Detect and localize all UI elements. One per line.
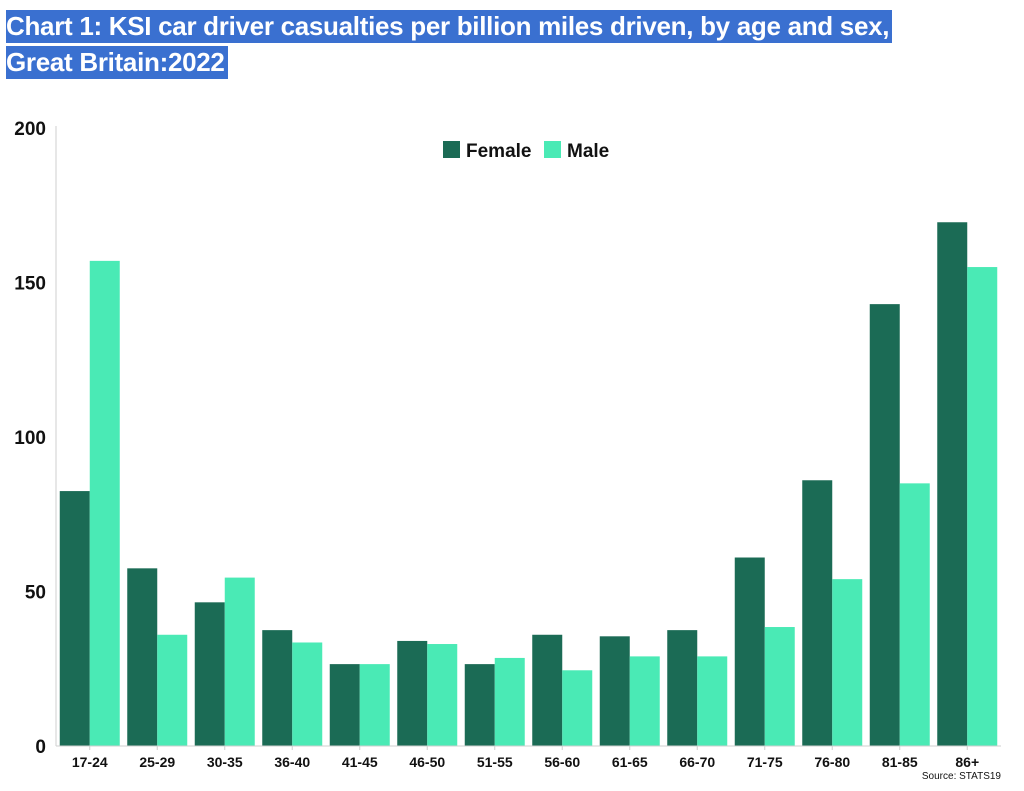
bar-male-71-75 — [764, 627, 795, 746]
x-tick-label: 81-85 — [882, 754, 918, 770]
bar-female-51-55 — [464, 664, 495, 746]
y-tick-label: 200 — [14, 119, 46, 140]
bar-female-46-50 — [397, 640, 428, 746]
bar-male-25-29 — [157, 634, 188, 746]
bar-male-30-35 — [224, 577, 255, 746]
bar-female-81-85 — [869, 304, 900, 746]
bar-female-71-75 — [734, 557, 765, 746]
x-tick-label: 71-75 — [747, 754, 783, 770]
bars — [59, 222, 998, 747]
bar-female-25-29 — [127, 568, 158, 746]
x-tick-label: 41-45 — [342, 754, 378, 770]
bar-male-76-80 — [832, 579, 863, 746]
legend-label-female: Female — [466, 141, 531, 162]
bar-male-66-70 — [697, 656, 728, 746]
y-tick-label: 50 — [25, 583, 46, 604]
bar-female-61-65 — [599, 636, 630, 746]
bar-male-17-24 — [89, 260, 120, 746]
x-tick-label: 25-29 — [139, 754, 175, 770]
y-tick-label: 0 — [35, 737, 46, 758]
bar-female-30-35 — [194, 602, 225, 746]
chart-title: Chart 1: KSI car driver casualties per b… — [6, 8, 946, 80]
bar-male-56-60 — [562, 670, 593, 746]
x-tick-label: 46-50 — [409, 754, 445, 770]
x-tick-label: 30-35 — [207, 754, 243, 770]
legend: Female Male — [443, 141, 609, 162]
bar-female-17-24 — [59, 491, 90, 746]
x-tick-label: 66-70 — [679, 754, 715, 770]
y-tick-label: 100 — [14, 428, 46, 449]
bar-male-81-85 — [899, 483, 930, 746]
x-tick-label: 76-80 — [814, 754, 850, 770]
bar-male-36-40 — [292, 642, 323, 746]
bar-female-66-70 — [667, 630, 698, 747]
bar-male-61-65 — [629, 656, 660, 746]
bar-male-86plus — [967, 267, 998, 746]
source-note: Source: STATS19 — [922, 771, 1002, 782]
bar-female-41-45 — [329, 664, 360, 746]
legend-swatch-male — [544, 141, 561, 158]
bar-female-56-60 — [532, 634, 563, 746]
bar-male-51-55 — [494, 657, 525, 746]
bar-female-86plus — [937, 222, 968, 746]
x-tick-label: 17-24 — [72, 754, 108, 770]
bar-male-46-50 — [427, 644, 458, 746]
x-tick-label: 86+ — [955, 754, 979, 770]
x-tick-label: 36-40 — [274, 754, 310, 770]
legend-label-male: Male — [567, 141, 609, 162]
x-axis: 17-24 25-29 30-35 36-40 41-45 46-50 51-55 56-60… — [56, 745, 1001, 770]
y-axis: 0 50 100 150 200 — [14, 119, 57, 758]
bar-female-36-40 — [262, 630, 293, 747]
x-tick-label: 61-65 — [612, 754, 648, 770]
x-tick-label: 51-55 — [477, 754, 513, 770]
bar-male-41-45 — [359, 664, 390, 746]
legend-swatch-female — [443, 141, 460, 158]
x-tick-label: 56-60 — [544, 754, 580, 770]
y-tick-label: 150 — [14, 274, 46, 295]
bar-female-76-80 — [802, 480, 833, 746]
